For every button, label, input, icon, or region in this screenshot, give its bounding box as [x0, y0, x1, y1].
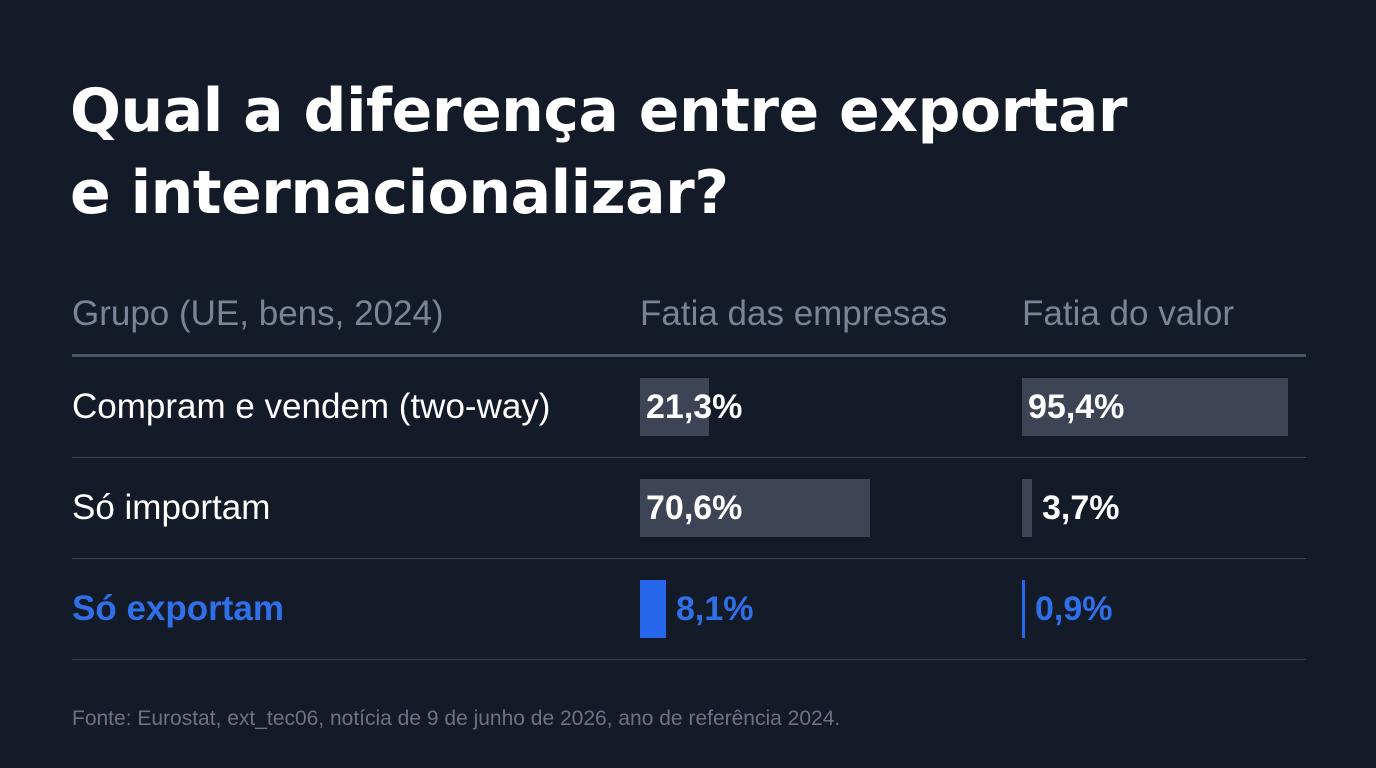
table-row: Compram e vendem (two-way) 21,3% 95,4% [72, 357, 1306, 458]
cell-empresas: 21,3% [640, 357, 940, 457]
cell-valor: 3,7% [1022, 458, 1322, 558]
row-label: Só exportam [72, 589, 284, 628]
value-label-empresas: 8,1% [676, 589, 754, 628]
source-note: Fonte: Eurostat, ext_tec06, notícia de 9… [72, 707, 841, 730]
value-label-empresas: 70,6% [646, 488, 743, 527]
bar-empresas [640, 580, 666, 638]
bar-valor [1022, 580, 1025, 638]
cell-valor: 95,4% [1022, 357, 1322, 457]
cell-empresas: 70,6% [640, 458, 940, 558]
table-row: Só exportam 8,1% 0,9% [72, 559, 1306, 660]
title-line-2: e internacionalizar? [70, 158, 729, 228]
table-header: Grupo (UE, bens, 2024) Fatia das empresa… [72, 282, 1306, 357]
value-label-valor: 3,7% [1042, 488, 1120, 527]
row-label: Só importam [72, 488, 271, 527]
bar-valor [1022, 479, 1032, 537]
row-label: Compram e vendem (two-way) [72, 387, 551, 426]
value-label-valor: 95,4% [1028, 387, 1125, 426]
table-row: Só importam 70,6% 3,7% [72, 458, 1306, 559]
table-body: Compram e vendem (two-way) 21,3% 95,4% Só i… [72, 357, 1306, 660]
bar-empresas [640, 479, 870, 537]
column-header-group: Grupo (UE, bens, 2024) [72, 294, 444, 333]
cell-valor: 0,9% [1022, 559, 1322, 659]
bar-empresas [640, 378, 709, 436]
column-header-valor: Fatia do valor [1022, 294, 1235, 333]
comparison-table: Grupo (UE, bens, 2024) Fatia das empresa… [72, 282, 1306, 660]
value-label-empresas: 21,3% [646, 387, 743, 426]
page-title: Qual a diferença entre exportar e intern… [70, 70, 1270, 234]
title-line-1: Qual a diferença entre exportar [70, 76, 1127, 146]
bar-valor [1022, 378, 1288, 436]
column-header-empresas: Fatia das empresas [640, 294, 948, 333]
value-label-valor: 0,9% [1035, 589, 1113, 628]
cell-empresas: 8,1% [640, 559, 940, 659]
